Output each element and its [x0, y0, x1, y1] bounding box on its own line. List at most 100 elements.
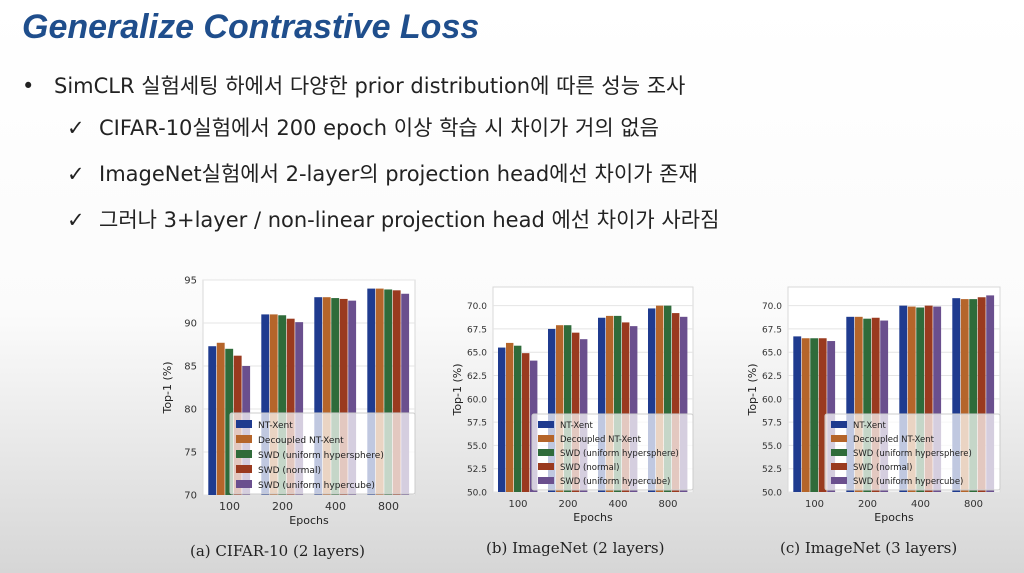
- bullet-item: • SimCLR 실험세팅 하에서 다양한 prior distribution에…: [22, 70, 685, 100]
- bar: [977, 297, 986, 492]
- legend-box: [824, 413, 1001, 491]
- bar: [498, 347, 506, 492]
- legend-swatch: [831, 435, 847, 442]
- chart-imagenet-2-layers: 50.0 52.5 55.0 57.5 60.0 62.5 65.0 67.5 70.0 100 2…: [450, 255, 730, 573]
- x-tick-label: 800: [964, 499, 983, 510]
- bar: [606, 315, 614, 492]
- bar: [375, 288, 384, 495]
- chart-cifar10: 70 75 80 85 90 95 100 200 400 800 Epochs Top-1 (%) N…: [155, 255, 455, 573]
- bullet-item: ✓ CIFAR-10실험에서 200 epoch 이상 학습 시 차이가 거의 없…: [67, 112, 659, 142]
- y-tick-label: 70: [184, 491, 197, 502]
- bar: [286, 318, 295, 495]
- x-tick-label: 400: [608, 499, 627, 510]
- bar: [331, 298, 340, 495]
- bar: [261, 314, 270, 495]
- bar: [506, 342, 514, 492]
- y-tick-label: 55.0: [467, 442, 487, 452]
- check-icon: ✓: [67, 116, 85, 140]
- bar: [899, 305, 908, 492]
- bar: [810, 338, 819, 492]
- legend-swatch: [236, 435, 252, 443]
- legend-swatch: [538, 421, 554, 428]
- y-tick-label: 95: [184, 276, 197, 287]
- check-icon: ✓: [67, 208, 85, 232]
- bar: [846, 316, 855, 492]
- legend-swatch: [236, 480, 252, 488]
- bar: [556, 325, 564, 492]
- x-tick-label: 100: [805, 499, 824, 510]
- y-tick-label: 80: [184, 405, 197, 416]
- legend-label: NT-Xent: [560, 421, 593, 431]
- x-tick-label: 400: [325, 500, 346, 513]
- bar: [548, 328, 556, 492]
- legend-label: SWD (normal): [853, 463, 912, 473]
- y-tick-label: 90: [184, 319, 197, 330]
- chart-svg: 50.0 52.5 55.0 57.5 60.0 62.5 65.0 67.5 70.0 100 2…: [451, 286, 694, 524]
- bar: [314, 297, 323, 495]
- x-tick-label: 100: [219, 500, 240, 513]
- bar: [871, 317, 880, 492]
- y-tick-label: 67.5: [467, 325, 487, 335]
- legend-swatch: [538, 449, 554, 456]
- x-axis-label: Epochs: [573, 511, 613, 524]
- y-tick-label: 50.0: [762, 489, 782, 499]
- y-tick-label: 62.5: [467, 372, 487, 382]
- bullet-text: CIFAR-10실험에서 200 epoch 이상 학습 시 차이가 거의 없음: [99, 116, 659, 140]
- bullet-marker: •: [22, 74, 35, 98]
- bar: [672, 313, 680, 492]
- chart-caption: (a) CIFAR-10 (2 layers): [190, 542, 365, 560]
- y-tick-label: 60.0: [467, 395, 487, 405]
- chart-svg: 70 75 80 85 90 95 100 200 400 800 Epochs Top-1 (%) N…: [161, 276, 416, 527]
- legend-label: SWD (uniform hypercube): [258, 481, 375, 491]
- bar: [960, 299, 969, 492]
- legend-label: SWD (normal): [560, 463, 619, 473]
- legend-label: SWD (uniform hypersphere): [258, 451, 384, 461]
- bar: [216, 342, 225, 495]
- bar: [401, 293, 410, 495]
- x-tick-label: 400: [911, 499, 930, 510]
- legend-label: NT-Xent: [258, 421, 293, 431]
- bar: [225, 348, 234, 495]
- bar: [564, 325, 572, 492]
- legend-swatch: [538, 435, 554, 442]
- x-axis-label: Epochs: [289, 514, 329, 527]
- bar: [295, 322, 304, 495]
- bar: [801, 338, 810, 492]
- bar: [208, 346, 217, 495]
- legend-swatch: [236, 420, 252, 428]
- bar: [680, 316, 688, 492]
- chart-svg: 50.0 52.5 55.0 57.5 60.0 62.5 65.0 67.5 70.0 100 2…: [746, 286, 1001, 524]
- bar: [622, 322, 630, 492]
- legend-label: SWD (uniform hypercube): [560, 477, 670, 487]
- slide-title: Generalize Contrastive Loss: [22, 8, 480, 46]
- bar: [522, 353, 530, 492]
- x-tick-label: 200: [858, 499, 877, 510]
- chart-caption: (c) ImageNet (3 layers): [780, 539, 958, 557]
- y-tick-label: 52.5: [762, 465, 782, 475]
- bar: [969, 299, 978, 492]
- y-tick-label: 62.5: [762, 372, 782, 382]
- bar: [854, 316, 863, 492]
- bar: [269, 314, 278, 495]
- x-tick-label: 800: [378, 500, 399, 513]
- y-tick-label: 85: [184, 362, 197, 373]
- y-tick-label: 70.0: [762, 302, 782, 312]
- y-axis-label: Top-1 (%): [746, 363, 759, 416]
- legend-box: [531, 413, 694, 491]
- legend-label: SWD (normal): [258, 466, 321, 476]
- legend-label: SWD (uniform hypersphere): [560, 449, 679, 459]
- chart-caption: (b) ImageNet (2 layers): [486, 539, 665, 557]
- bullet-item: ✓ 그러나 3+layer / non-linear projection hea…: [67, 204, 719, 234]
- bar: [572, 332, 580, 492]
- bar: [933, 306, 942, 492]
- legend-swatch: [236, 465, 252, 473]
- bullet-text: ImageNet실험에서 2-layer의 projection head에선 …: [99, 162, 698, 186]
- bar: [793, 336, 802, 492]
- bar: [598, 317, 606, 492]
- legend-label: SWD (uniform hypercube): [853, 477, 963, 487]
- legend-swatch: [831, 421, 847, 428]
- bullet-text: 그러나 3+layer / non-linear projection head…: [99, 208, 720, 232]
- legend-label: NT-Xent: [853, 421, 886, 431]
- y-tick-label: 57.5: [762, 419, 782, 429]
- bar: [863, 318, 872, 492]
